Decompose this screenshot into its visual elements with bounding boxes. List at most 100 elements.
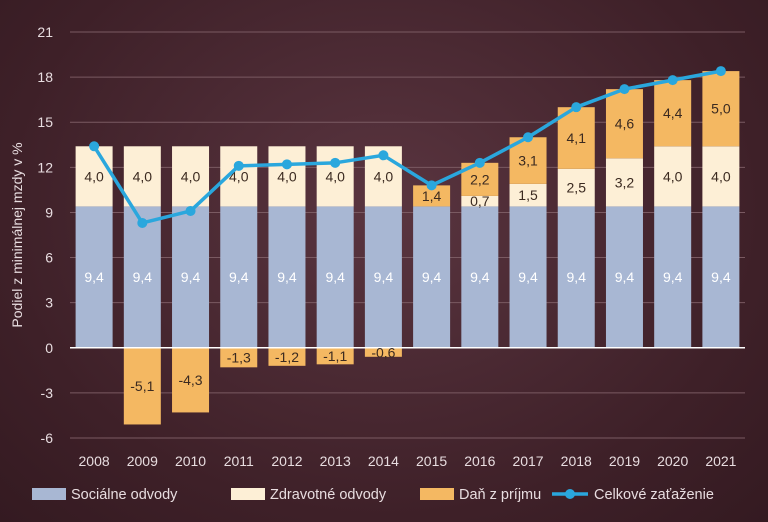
bars (75, 71, 740, 425)
line-point (715, 66, 726, 77)
data-label-tax: -5,1 (130, 378, 154, 394)
line-point (667, 75, 678, 86)
data-label-health: 4,0 (711, 168, 731, 184)
x-tick-label: 2008 (79, 453, 110, 469)
line-point (281, 159, 292, 170)
data-label-health: 4,0 (84, 168, 104, 184)
bar-social (123, 206, 161, 348)
data-label-tax: -0,6 (371, 344, 395, 360)
data-label-tax: -1,3 (227, 350, 251, 366)
x-tick-label: 2019 (609, 453, 640, 469)
data-label-social: 9,4 (229, 269, 249, 285)
line-total (92, 69, 722, 225)
bar-social (316, 206, 354, 348)
data-label-tax: 5,0 (711, 101, 731, 117)
data-label-social: 9,4 (711, 269, 731, 285)
bar-tax (702, 71, 740, 147)
y-tick-label: 0 (45, 340, 53, 356)
x-tick-label: 2013 (320, 453, 351, 469)
line-point (378, 150, 389, 161)
bar-health (509, 183, 547, 207)
line-point (233, 160, 244, 171)
data-label-social: 9,4 (615, 269, 635, 285)
line-point (426, 180, 437, 191)
x-tick-label: 2010 (175, 453, 206, 469)
bar-social (654, 206, 692, 348)
bar-tax (364, 347, 402, 357)
x-axis-ticks: 2008 2009 2010 2011 2012 2013 2014 2015 2016 2017… (79, 453, 737, 469)
y-tick-label: 15 (37, 114, 53, 130)
data-label-health: 1,5 (518, 187, 538, 203)
data-label-social: 9,4 (84, 269, 104, 285)
data-label-health: 3,2 (615, 174, 635, 190)
legend: Sociálne odvody Zdravotné odvody Daň z prí… (32, 487, 714, 503)
legend-swatch (32, 488, 66, 500)
x-tick-label: 2009 (127, 453, 158, 469)
bar-tax (316, 347, 354, 365)
bar-social (557, 206, 595, 348)
data-labels: 9,4 4,0 9,4 4,0 -5,1 9,4 4,0 -4,3 9,4 4,0 -1,3 9,4 4… (84, 101, 730, 394)
x-tick-label: 2020 (657, 453, 688, 469)
bar-tax (654, 80, 692, 147)
y-axis-ticks: -6 -3 0 3 6 9 12 15 18 21 (37, 24, 53, 446)
y-tick-label: 6 (45, 250, 53, 266)
x-tick-label: 2014 (368, 453, 399, 469)
data-label-social: 9,4 (374, 269, 394, 285)
data-label-health: 4,0 (133, 168, 153, 184)
data-label-health: 2,5 (567, 180, 587, 196)
bar-health (172, 146, 210, 207)
bar-health (316, 146, 354, 207)
data-label-health: 4,0 (277, 168, 297, 184)
x-tick-label: 2015 (416, 453, 447, 469)
y-tick-label: -3 (41, 385, 54, 401)
gridlines (70, 31, 745, 439)
data-label-health: 4,0 (181, 168, 201, 184)
data-label-social: 9,4 (470, 269, 490, 285)
data-label-health: 0,7 (470, 193, 490, 209)
x-tick-label: 2012 (271, 453, 302, 469)
data-label-social: 9,4 (567, 269, 587, 285)
line-point (185, 205, 196, 216)
legend-label: Zdravotné odvody (270, 487, 387, 503)
bar-tax (605, 89, 643, 159)
total-line (89, 66, 726, 228)
line-point (474, 157, 485, 168)
bar-social (220, 206, 258, 348)
data-label-tax: -4,3 (178, 372, 202, 388)
bar-tax (123, 347, 161, 425)
y-tick-label: -6 (41, 430, 54, 446)
line-point (89, 141, 100, 152)
legend-swatch (231, 488, 265, 500)
bar-social (172, 206, 210, 348)
data-label-social: 9,4 (422, 269, 442, 285)
legend-swatch (420, 488, 454, 500)
data-label-tax: -1,2 (275, 349, 299, 365)
y-tick-label: 3 (45, 295, 53, 311)
bar-tax (557, 107, 595, 169)
y-tick-label: 9 (45, 204, 53, 220)
data-label-tax: 4,4 (663, 105, 683, 121)
data-label-health: 4,0 (325, 168, 345, 184)
data-label-social: 9,4 (518, 269, 538, 285)
data-label-social: 9,4 (133, 269, 153, 285)
bar-health (268, 146, 306, 207)
x-tick-label: 2017 (512, 453, 543, 469)
y-tick-label: 18 (37, 69, 53, 85)
bar-social (413, 206, 451, 348)
x-tick-label: 2018 (561, 453, 592, 469)
line-point (137, 217, 148, 228)
bar-health (702, 146, 740, 207)
bar-tax (172, 347, 210, 413)
data-label-health: 4,0 (374, 168, 394, 184)
bar-social (605, 206, 643, 348)
data-label-health: 4,0 (663, 168, 683, 184)
data-label-tax: -1,1 (323, 348, 347, 364)
line-point (330, 157, 341, 168)
bar-tax (220, 347, 258, 368)
x-tick-label: 2011 (224, 453, 254, 469)
bar-social (509, 206, 547, 348)
data-label-tax: 4,1 (567, 130, 587, 146)
legend-label: Daň z príjmu (459, 487, 541, 503)
bar-tax (413, 185, 451, 207)
